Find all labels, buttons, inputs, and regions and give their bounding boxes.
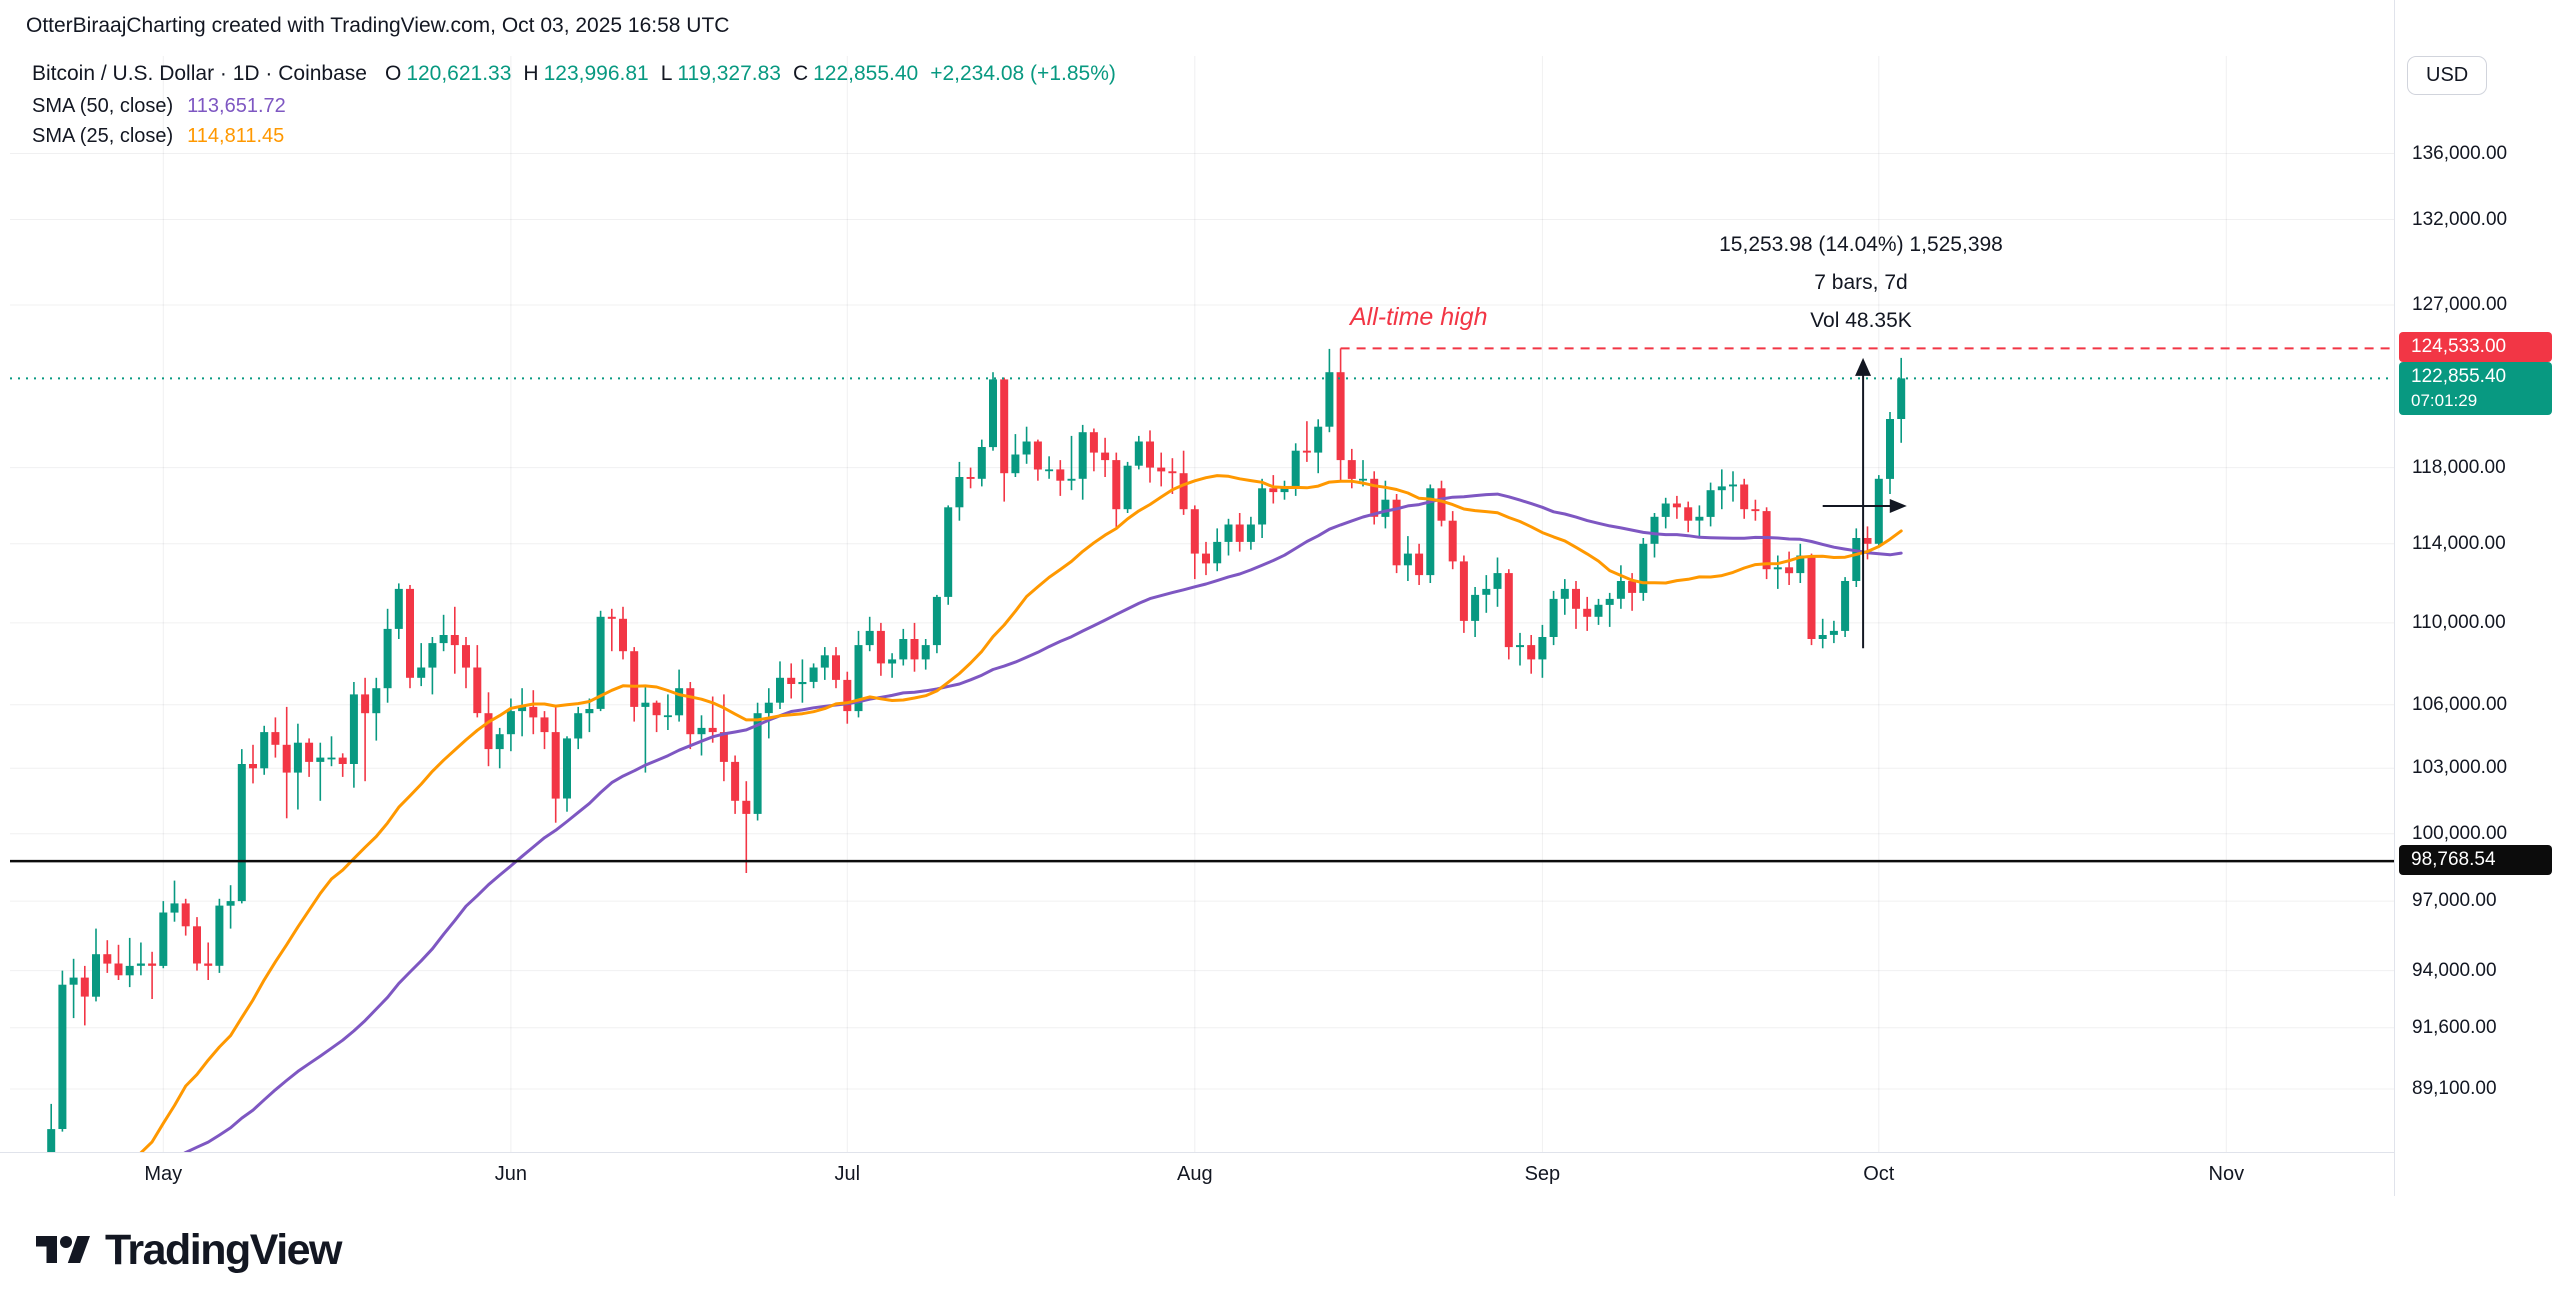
measure-bars-count: 7 bars, 7d	[1814, 271, 1908, 294]
price-axis-label: 97,000.00	[2412, 890, 2497, 912]
low-label: L	[660, 62, 673, 85]
footer: TradingView	[36, 1226, 343, 1275]
horizontal-line-price-value: 98,768.54	[2411, 849, 2496, 871]
price-axis-label: 106,000.00	[2412, 693, 2508, 715]
measurement-annotation: 15,253.98 (14.04%) 1,525,398 7 bars, 7d …	[1661, 226, 2061, 340]
attribution-text: OtterBiraajCharting created with Trading…	[26, 14, 730, 37]
open-value: 120,621.33	[406, 62, 512, 85]
high-value: 123,996.81	[543, 62, 649, 85]
sma50-value: 113,651.72	[187, 95, 286, 117]
ath-price-label: 124,533.00	[2399, 332, 2552, 363]
measure-volume: Vol 48.35K	[1810, 309, 1912, 332]
price-axis-label: 91,600.00	[2412, 1016, 2497, 1038]
tradingview-logo-icon	[36, 1230, 90, 1272]
time-axis-label-may: May	[144, 1163, 183, 1185]
price-axis-label: 114,000.00	[2412, 532, 2506, 554]
ath-price-value: 124,533.00	[2411, 336, 2507, 358]
price-axis-label: 136,000.00	[2412, 142, 2508, 164]
price-axis-label: 132,000.00	[2412, 208, 2508, 230]
close-value: 122,855.40	[813, 62, 919, 85]
horizontal-line-price-label: 98,768.54	[2399, 845, 2552, 876]
grid-lines	[10, 56, 2394, 1152]
time-axis-label-jul: Jul	[834, 1163, 861, 1185]
sma50-legend-row[interactable]: SMA (50, close) 113,651.72	[32, 95, 1116, 118]
measure-arrows	[1822, 357, 1907, 649]
price-axis-label: 100,000.00	[2412, 822, 2508, 844]
symbol-legend-row: Bitcoin / U.S. Dollar · 1D · Coinbase O …	[32, 62, 1116, 86]
open-label: O	[384, 62, 402, 85]
change-value: +2,234.08 (+1.85%)	[930, 62, 1116, 85]
sma-25-line	[139, 474, 1903, 1152]
last-price-label: 122,855.40 07:01:29	[2399, 362, 2552, 416]
measure-price-change: 15,253.98 (14.04%) 1,525,398	[1719, 233, 2003, 256]
price-axis-label: 94,000.00	[2412, 959, 2497, 981]
candles	[47, 348, 1906, 1152]
currency-toggle-button[interactable]: USD	[2407, 56, 2488, 95]
sma25-label: SMA (25, close)	[32, 125, 174, 147]
high-label: H	[523, 62, 539, 85]
bar-countdown: 07:01:29	[2411, 391, 2478, 411]
sma50-label: SMA (50, close)	[32, 95, 174, 117]
time-axis-label-oct: Oct	[1863, 1163, 1895, 1185]
sma25-legend-row[interactable]: SMA (25, close) 114,811.45	[32, 125, 1116, 148]
tradingview-wordmark: TradingView	[105, 1226, 343, 1274]
candlestick-chart[interactable]	[0, 0, 2394, 1152]
symbol-title: Bitcoin / U.S. Dollar · 1D · Coinbase	[32, 62, 367, 85]
price-axis-label: 110,000.00	[2412, 611, 2506, 633]
price-axis-label: 89,100.00	[2412, 1078, 2497, 1099]
time-axis-label-nov: Nov	[2208, 1163, 2245, 1185]
last-price-value: 122,855.40	[2411, 366, 2507, 388]
price-axis-label: 127,000.00	[2412, 294, 2508, 315]
sma25-value: 114,811.45	[187, 125, 285, 147]
price-axis-label: 103,000.00	[2412, 757, 2508, 779]
sma-50-line	[183, 492, 1903, 1152]
chart-legend: Bitcoin / U.S. Dollar · 1D · Coinbase O …	[32, 62, 1116, 155]
all-time-high-annotation: All-time high	[1350, 303, 1488, 331]
price-axis[interactable]: USD 124,533.00 122,855.40 07:01:29 98,76…	[2394, 0, 2560, 1196]
close-label: C	[792, 62, 809, 85]
time-axis-label-aug: Aug	[1177, 1163, 1213, 1185]
time-axis[interactable]: May Jun Jul Aug Sep Oct Nov	[0, 1152, 2394, 1196]
price-lines	[10, 347, 2394, 863]
time-axis-label-jun: Jun	[494, 1163, 528, 1185]
low-value: 119,327.83	[677, 62, 781, 85]
time-axis-label-sep: Sep	[1524, 1163, 1561, 1185]
price-axis-label: 118,000.00	[2412, 456, 2506, 478]
tradingview-logo[interactable]: TradingView	[36, 1226, 343, 1275]
